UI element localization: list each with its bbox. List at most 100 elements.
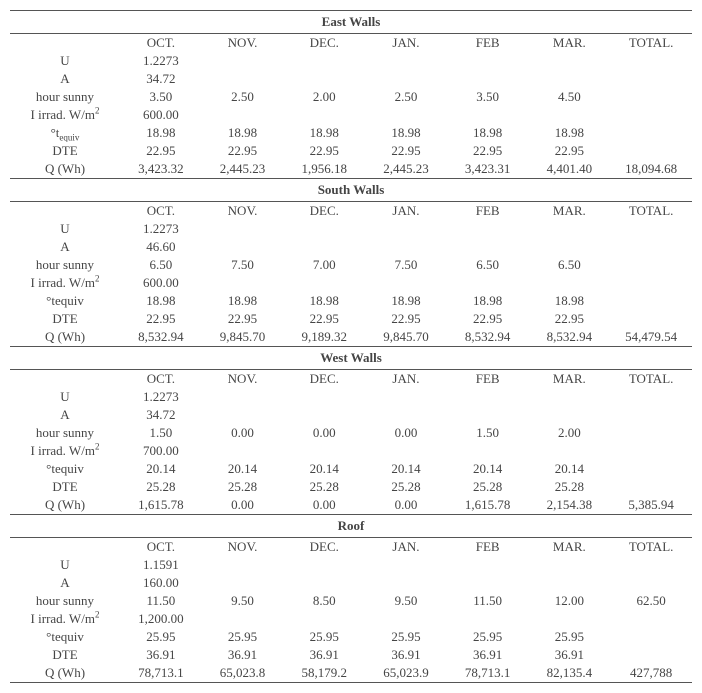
data-cell — [529, 556, 611, 574]
data-cell: 600.00 — [120, 274, 202, 292]
data-cell: 1.1591 — [120, 556, 202, 574]
data-cell — [447, 238, 529, 256]
data-cell — [610, 52, 692, 70]
data-cell — [610, 610, 692, 628]
table-row: hour sunny6.507.507.007.506.506.50 — [10, 256, 692, 274]
data-cell: 11.50 — [447, 592, 529, 610]
row-label: I irrad. W/m2 — [10, 106, 120, 124]
data-cell — [610, 460, 692, 478]
data-cell: 0.00 — [202, 424, 284, 442]
data-cell — [610, 106, 692, 124]
data-cell — [447, 52, 529, 70]
data-cell: 25.95 — [529, 628, 611, 646]
data-cell — [447, 574, 529, 592]
data-cell: 82,135.4 — [529, 664, 611, 683]
data-cell — [529, 574, 611, 592]
data-cell: 20.14 — [120, 460, 202, 478]
data-cell: 22.95 — [120, 142, 202, 160]
data-cell: 18.98 — [283, 292, 365, 310]
data-cell: 3,423.31 — [447, 160, 529, 179]
data-cell: 22.95 — [283, 310, 365, 328]
data-cell — [283, 442, 365, 460]
row-label: DTE — [10, 478, 120, 496]
data-cell: 0.00 — [365, 424, 447, 442]
data-cell: 600.00 — [120, 106, 202, 124]
column-header: MAR. — [529, 34, 611, 53]
data-cell — [447, 220, 529, 238]
data-cell: 25.28 — [365, 478, 447, 496]
data-cell — [365, 106, 447, 124]
table-row: U1.2273 — [10, 52, 692, 70]
data-cell — [529, 70, 611, 88]
data-cell: 2.50 — [202, 88, 284, 106]
data-cell — [447, 70, 529, 88]
data-cell: 20.14 — [447, 460, 529, 478]
column-header: FEB — [447, 538, 529, 557]
data-cell — [202, 238, 284, 256]
data-cell — [202, 274, 284, 292]
data-cell — [202, 220, 284, 238]
data-cell: 36.91 — [120, 646, 202, 664]
data-cell — [283, 274, 365, 292]
data-cell: 9,845.70 — [365, 328, 447, 347]
data-cell — [529, 220, 611, 238]
data-cell: 2,154.38 — [529, 496, 611, 515]
row-label: I irrad. W/m2 — [10, 442, 120, 460]
empty-cell — [10, 202, 120, 221]
empty-cell — [10, 34, 120, 53]
data-cell: 25.95 — [283, 628, 365, 646]
data-cell: 2,445.23 — [365, 160, 447, 179]
data-cell: 0.00 — [202, 496, 284, 515]
data-cell: 12.00 — [529, 592, 611, 610]
table-row: °tequiv18.9818.9818.9818.9818.9818.98 — [10, 292, 692, 310]
data-cell: 34.72 — [120, 70, 202, 88]
row-label: °tequiv — [10, 628, 120, 646]
table-row: °tequiv20.1420.1420.1420.1420.1420.14 — [10, 460, 692, 478]
row-label: U — [10, 220, 120, 238]
data-cell — [365, 238, 447, 256]
data-cell — [365, 70, 447, 88]
data-cell — [610, 274, 692, 292]
data-cell: 9.50 — [202, 592, 284, 610]
table-row: hour sunny1.500.000.000.001.502.00 — [10, 424, 692, 442]
column-header: DEC. — [283, 202, 365, 221]
column-header: TOTAL. — [610, 202, 692, 221]
data-cell: 25.95 — [202, 628, 284, 646]
row-label: U — [10, 52, 120, 70]
data-cell — [529, 406, 611, 424]
column-header: TOTAL. — [610, 538, 692, 557]
data-cell: 18.98 — [529, 292, 611, 310]
data-cell — [610, 124, 692, 142]
row-label: U — [10, 388, 120, 406]
data-cell: 3.50 — [447, 88, 529, 106]
data-cell: 18.98 — [120, 124, 202, 142]
column-header: MAR. — [529, 202, 611, 221]
table-row: DTE25.2825.2825.2825.2825.2825.28 — [10, 478, 692, 496]
table-row: I irrad. W/m2600.00 — [10, 106, 692, 124]
data-cell — [447, 274, 529, 292]
data-cell: 20.14 — [202, 460, 284, 478]
row-label: A — [10, 238, 120, 256]
data-cell: 22.95 — [447, 142, 529, 160]
table-row: A160.00 — [10, 574, 692, 592]
data-cell — [365, 406, 447, 424]
data-cell: 7.50 — [202, 256, 284, 274]
data-cell: 7.00 — [283, 256, 365, 274]
data-cell: 22.95 — [202, 142, 284, 160]
data-cell: 4,401.40 — [529, 160, 611, 179]
table-row: A34.72 — [10, 70, 692, 88]
data-cell — [283, 70, 365, 88]
data-cell — [283, 556, 365, 574]
data-cell: 8.50 — [283, 592, 365, 610]
table-row: Q (Wh)8,532.949,845.709,189.329,845.708,… — [10, 328, 692, 347]
data-cell: 18,094.68 — [610, 160, 692, 179]
data-cell: 25.95 — [365, 628, 447, 646]
data-cell — [202, 574, 284, 592]
data-cell: 22.95 — [202, 310, 284, 328]
data-cell: 25.28 — [529, 478, 611, 496]
data-cell: 1,200.00 — [120, 610, 202, 628]
data-cell: 8,532.94 — [447, 328, 529, 347]
data-cell: 700.00 — [120, 442, 202, 460]
data-cell — [610, 442, 692, 460]
data-cell: 36.91 — [365, 646, 447, 664]
